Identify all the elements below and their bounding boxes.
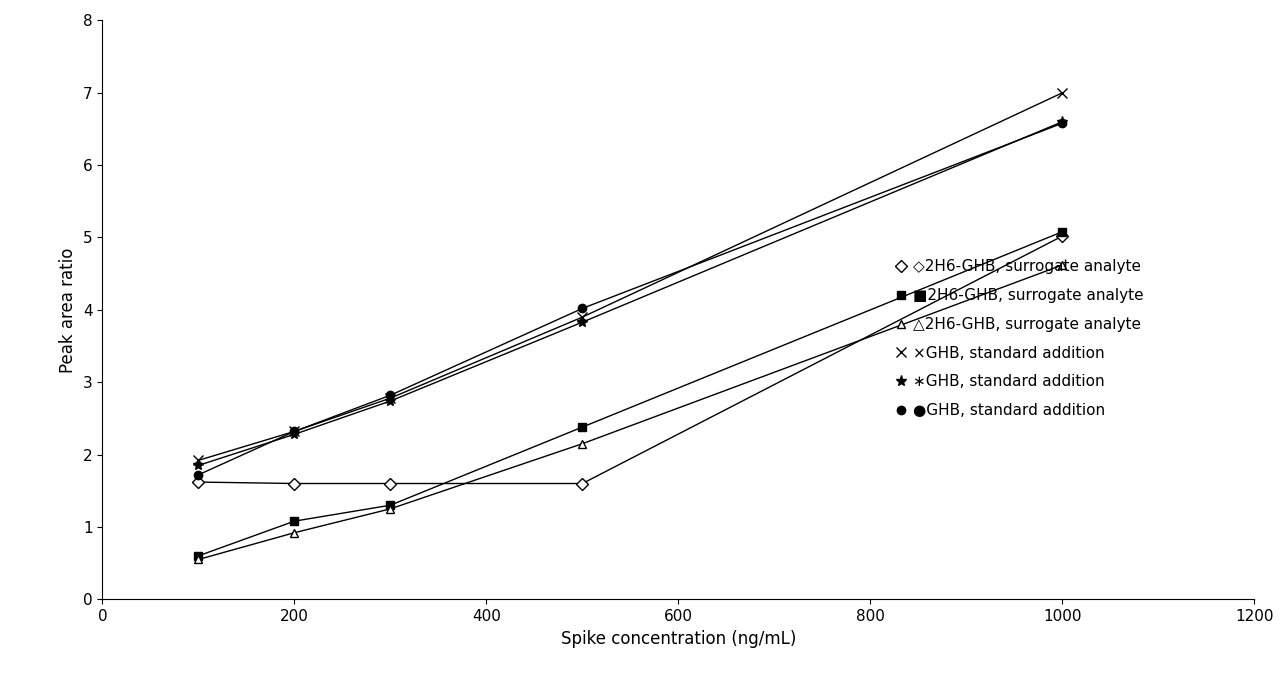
Y-axis label: Peak area ratio: Peak area ratio [59, 247, 77, 373]
X-axis label: Spike concentration (ng/mL): Spike concentration (ng/mL) [561, 629, 796, 648]
Legend: ◇2H6-GHB, surrogate analyte, ■2H6-GHB, surrogate analyte, △2H6-GHB, surrogate an: ◇2H6-GHB, surrogate analyte, ■2H6-GHB, s… [893, 259, 1144, 418]
